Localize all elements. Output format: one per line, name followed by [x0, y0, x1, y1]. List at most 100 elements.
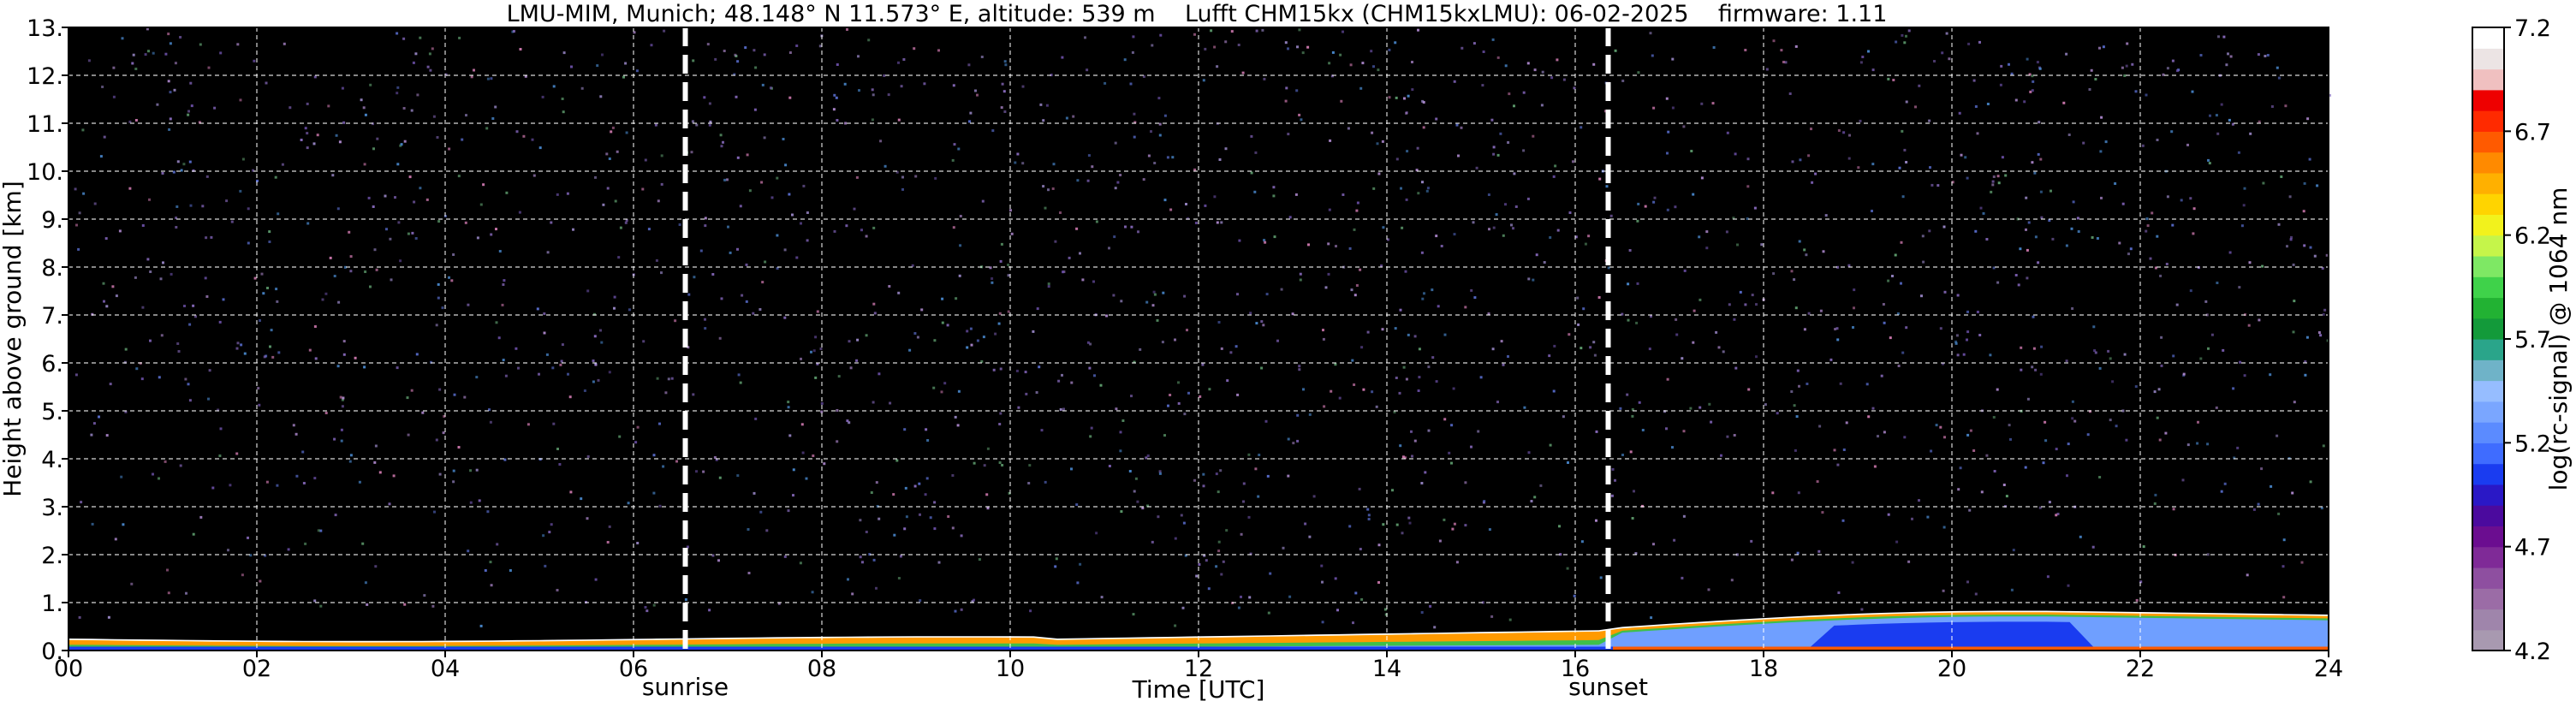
- noise-speck: [656, 377, 659, 380]
- noise-speck: [504, 374, 508, 377]
- noise-speck: [1582, 307, 1585, 311]
- noise-speck: [1395, 377, 1398, 379]
- noise-speck: [1204, 204, 1207, 207]
- noise-speck: [2208, 162, 2211, 165]
- noise-speck: [602, 203, 605, 206]
- noise-speck: [338, 140, 342, 144]
- noise-speck: [1230, 30, 1234, 33]
- noise-speck: [235, 452, 239, 455]
- noise-speck: [1572, 160, 1574, 163]
- noise-speck: [1157, 97, 1161, 100]
- noise-speck: [2231, 122, 2234, 126]
- noise-speck: [1726, 131, 1729, 134]
- noise-speck: [2282, 596, 2286, 599]
- noise-speck: [1042, 185, 1045, 188]
- noise-speck: [2286, 245, 2288, 248]
- colorbar-tick-label: 5.2: [2514, 431, 2551, 457]
- noise-speck: [1061, 373, 1063, 377]
- noise-speck: [98, 415, 100, 419]
- noise-speck: [1403, 97, 1406, 100]
- noise-speck: [2131, 62, 2134, 66]
- noise-speck: [980, 56, 984, 58]
- noise-speck: [855, 175, 859, 179]
- noise-speck: [810, 350, 812, 354]
- noise-speck: [211, 486, 215, 490]
- noise-speck: [1644, 205, 1647, 208]
- noise-speck: [1150, 130, 1152, 134]
- noise-speck: [2099, 150, 2103, 153]
- noise-speck: [974, 89, 977, 92]
- noise-speck: [1431, 288, 1434, 292]
- noise-speck: [1407, 94, 1410, 98]
- noise-speck: [124, 410, 128, 413]
- noise-speck: [2044, 420, 2047, 424]
- noise-speck: [727, 225, 729, 229]
- y-axis-ticks: 0.1.2.3.4.5.6.7.8.9.10.11.12.13.: [27, 15, 68, 665]
- noise-speck: [169, 117, 172, 121]
- noise-speck: [1750, 539, 1753, 543]
- noise-speck: [213, 106, 217, 110]
- noise-speck: [1943, 436, 1946, 439]
- noise-speck: [1152, 290, 1156, 294]
- noise-speck: [1427, 429, 1431, 432]
- noise-speck: [1198, 563, 1201, 566]
- noise-speck: [342, 396, 345, 400]
- noise-speck: [2239, 360, 2242, 364]
- noise-speck: [2025, 228, 2027, 231]
- noise-speck: [2258, 318, 2261, 322]
- noise-speck: [611, 126, 615, 129]
- noise-speck: [1193, 478, 1196, 482]
- noise-speck: [1091, 165, 1094, 169]
- noise-speck: [833, 229, 836, 233]
- noise-speck: [1807, 154, 1811, 157]
- noise-speck: [1377, 68, 1380, 72]
- noise-speck: [1514, 205, 1518, 208]
- noise-speck: [518, 211, 521, 214]
- noise-speck: [490, 584, 493, 587]
- noise-speck: [2207, 158, 2210, 162]
- noise-speck: [2102, 45, 2105, 49]
- noise-speck: [253, 59, 256, 62]
- noise-speck: [1996, 281, 2000, 284]
- noise-speck: [1435, 380, 1438, 383]
- noise-speck: [2191, 90, 2194, 93]
- noise-speck: [219, 51, 223, 55]
- noise-speck: [568, 395, 572, 399]
- noise-speck: [457, 446, 461, 449]
- noise-speck: [960, 608, 963, 611]
- noise-speck: [423, 594, 426, 597]
- noise-speck: [1450, 424, 1454, 427]
- noise-speck: [1380, 264, 1383, 267]
- noise-speck: [1722, 350, 1725, 354]
- noise-speck: [1791, 160, 1794, 163]
- noise-speck: [458, 36, 461, 39]
- noise-speck: [1213, 45, 1217, 49]
- y-tick-label: 5.: [41, 399, 63, 425]
- noise-speck: [1366, 508, 1370, 511]
- noise-speck: [1901, 33, 1904, 37]
- noise-speck: [2223, 482, 2227, 485]
- noise-speck: [833, 93, 836, 97]
- noise-speck: [313, 477, 317, 480]
- noise-speck: [2309, 246, 2312, 249]
- noise-speck: [1700, 102, 1704, 105]
- noise-speck: [2028, 73, 2032, 76]
- noise-speck: [2246, 573, 2249, 577]
- noise-speck: [1145, 300, 1149, 304]
- noise-speck: [2264, 55, 2267, 57]
- noise-speck: [795, 256, 799, 259]
- noise-speck: [2094, 351, 2097, 354]
- y-tick-label: 2.: [41, 543, 63, 569]
- noise-speck: [872, 93, 875, 97]
- noise-speck: [2220, 490, 2223, 493]
- noise-speck: [865, 334, 868, 337]
- noise-speck: [1322, 329, 1324, 332]
- noise-speck: [1926, 515, 1930, 519]
- noise-speck: [952, 84, 955, 87]
- noise-speck: [415, 353, 419, 356]
- noise-speck: [1010, 232, 1014, 235]
- noise-speck: [174, 62, 177, 65]
- noise-speck: [161, 172, 164, 175]
- noise-speck: [1366, 330, 1370, 334]
- noise-speck: [914, 175, 918, 178]
